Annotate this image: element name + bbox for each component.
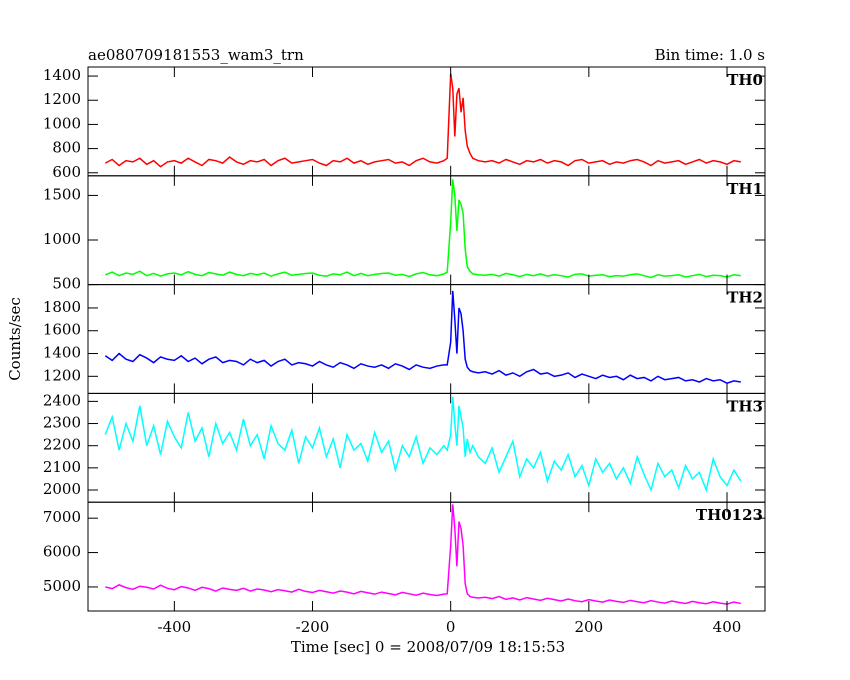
x-tick-label: 0	[446, 618, 456, 636]
data-line	[104, 73, 741, 168]
y-tick-label: 1400	[43, 344, 81, 362]
y-tick-label: 1000	[43, 230, 81, 248]
y-tick-label: 6000	[43, 543, 81, 561]
y-tick-label: 2400	[43, 391, 81, 409]
panel-label: TH1	[727, 180, 763, 198]
panel-frame	[87, 392, 766, 503]
y-tick-label: 1500	[43, 185, 81, 203]
data-line	[104, 396, 742, 493]
data-line	[104, 179, 741, 279]
y-tick-label: 2100	[43, 458, 81, 476]
chart-title: ae080709181553_wam3_trn	[88, 46, 304, 64]
y-tick-label: 1800	[43, 298, 81, 316]
panel-label: TH0	[727, 71, 763, 89]
x-tick-label: -400	[158, 618, 192, 636]
y-tick-label: 1200	[43, 366, 81, 384]
y-tick-label: 2300	[43, 414, 81, 432]
data-line	[105, 504, 741, 605]
panel-label: TH0123	[696, 506, 763, 524]
panel-frame	[87, 175, 766, 286]
x-axis-label: Time [sec] 0 = 2008/07/09 18:15:53	[291, 638, 565, 656]
x-tick-label: 200	[575, 618, 604, 636]
y-tick-label: 1600	[43, 321, 81, 339]
x-tick-label: -200	[296, 618, 330, 636]
y-tick-label: 5000	[43, 577, 81, 595]
y-tick-label: 1000	[43, 114, 81, 132]
x-tick-label: 400	[713, 618, 742, 636]
y-tick-label: 7000	[43, 508, 81, 526]
panel-label: TH3	[727, 397, 763, 415]
panel-label: TH2	[727, 289, 763, 307]
y-tick-label: 600	[52, 163, 81, 181]
panel-frame	[87, 284, 766, 394]
data-line	[104, 290, 741, 384]
y-tick-label: 800	[52, 139, 81, 157]
y-axis-label: Counts/sec	[6, 297, 24, 381]
y-tick-label: 2200	[43, 436, 81, 454]
y-tick-label: 1200	[43, 90, 81, 108]
y-tick-label: 2000	[43, 480, 81, 498]
y-tick-label: 500	[52, 275, 81, 293]
chart-subtitle: Bin time: 1.0 s	[655, 46, 765, 64]
panel-frame	[87, 501, 766, 612]
y-tick-label: 1400	[43, 66, 81, 84]
